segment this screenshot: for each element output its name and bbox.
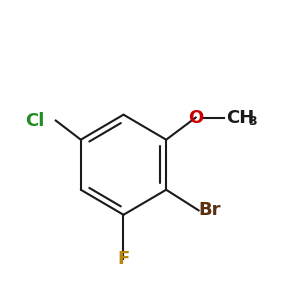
Text: Cl: Cl [25, 112, 44, 130]
Text: 3: 3 [248, 115, 256, 128]
Text: CH: CH [226, 109, 255, 127]
Text: O: O [188, 109, 203, 127]
Text: Br: Br [199, 201, 221, 219]
Text: F: F [117, 250, 130, 268]
